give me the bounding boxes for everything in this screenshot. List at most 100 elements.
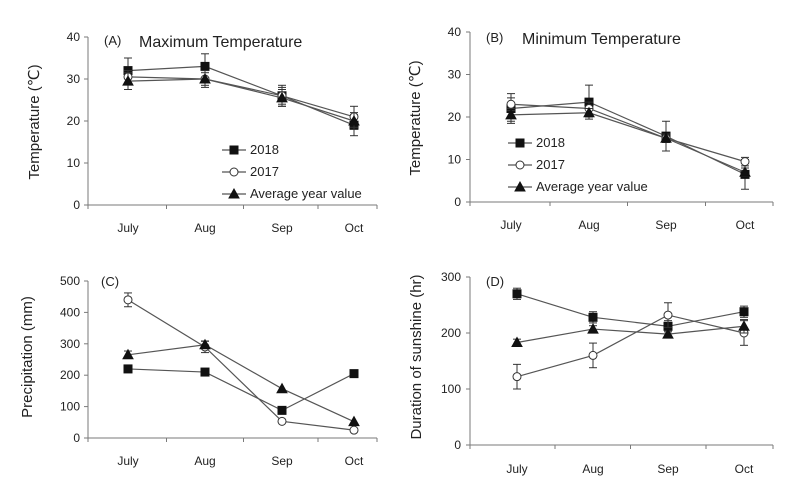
panel-c-series-2-point-1 [199,338,211,350]
panel-a-ylabel: Temperature (℃) [26,64,43,179]
panel-b-series-2-point-0 [505,108,517,120]
panel-a-series-2-point-1 [199,72,211,84]
panel-a-series-2-line [127,78,355,122]
panel-c-xtick-label-2: Sep [271,454,293,468]
panel-b-ytick-label-2: 20 [448,110,462,124]
panel-c-ytick-label-1: 100 [60,400,80,414]
panel-d-series-2-point-0 [511,336,523,348]
panel-a-legend-label-2: Average year value [250,186,362,201]
panel-d-xtick-label-3: Oct [735,462,754,476]
panel-c-series-0-point-3 [349,369,359,379]
panel-b-ytick-label-0: 0 [454,195,461,209]
panel-a-series-2-point-3 [348,114,360,126]
panel-c-series-1-point-2 [277,416,287,426]
panel-b-legend-marker-0 [515,138,525,148]
panel-c-series-0-point-1 [200,367,210,377]
panel-d-ytick-label-0: 0 [454,438,461,452]
panel-d-series-0-point-0 [512,289,522,299]
panel-d-series-1-point-0 [512,372,522,382]
panel-a-xtick-label-1: Aug [194,221,215,235]
panel-c-ytick-label-0: 0 [73,431,80,445]
panel-c-series-2-point-3 [348,415,360,427]
panel-b-ytick-label-1: 10 [448,153,462,167]
panel-a-series-0-point-1 [200,61,210,71]
panel-a-title: Maximum Temperature [139,34,302,51]
panel-d-series-2-point-3 [738,320,750,331]
panel-c-series-0-line [127,368,355,412]
panel-a-ytick-label-4: 40 [67,30,81,44]
panel-b-series [505,84,751,190]
panel-b-series-2-point-3 [739,166,751,177]
panel-b-legend-sym-0 [508,138,532,148]
panel-c-series-2-point-0 [122,348,134,360]
panel-a-ytick-label-0: 0 [73,198,80,212]
panel-b-series-2-line [510,112,746,173]
panel-d-tag: (D) [486,274,504,289]
panel-a-xtick-label-0: July [117,221,138,235]
panel-a-series-1-line [127,76,355,118]
panel-c-ytick-label-4: 400 [60,305,80,319]
panel-d-ytick-label-2: 200 [441,326,461,340]
panel-a-legend: 2018 2017 Average year value [222,142,362,201]
panel-a-legend-label-0: 2018 [250,142,279,157]
panel-c-tag: (C) [101,274,119,289]
panel-d-series-2-line [516,325,745,344]
panel-d-ylabel: Duration of sunshine (hr) [408,274,425,439]
panel-b-xtick-label-1: Aug [578,218,599,232]
panel-d-series-1-line [516,314,745,378]
panel-a-ytick-label-1: 10 [67,156,81,170]
panel-d-series-2-point-1 [587,323,599,334]
panel-d-series-0-point-3 [739,307,749,317]
panel-b-tag: (B) [486,30,503,45]
panel-c-series [122,292,360,435]
panel-d: Duration of sunshine (hr) (D) 0 100 200 300… [408,270,774,476]
panel-c-series-2-line [127,344,355,423]
panel-c-ytick-label-3: 300 [60,337,80,351]
panel-b-ticks: 0 10 20 30 40 July Aug Sep Oct [448,25,774,232]
panel-c-xtick-label-0: July [117,454,138,468]
panel-c-series-2-point-2 [276,382,288,394]
panel-d-series-2-point-2 [662,328,674,339]
panel-a-legend-label-1: 2017 [250,164,279,179]
panel-d-series-1-point-1 [588,350,598,360]
panel-a-tag: (A) [104,33,121,48]
panel-a-legend-marker-1 [229,167,239,177]
panel-b-title: Minimum Temperature [522,31,681,48]
panel-a-ticks: 0 10 20 30 40 July Aug Sep Oct [67,30,378,235]
panel-d-series [511,287,750,390]
panel-a-series-2-point-0 [122,75,134,86]
panel-b-series-1-line [510,103,746,163]
panel-c: Precipitation (mm) (C) 0 100 200 300 400 500 J… [19,274,378,468]
panel-c-series-1-point-3 [349,425,359,435]
panel-c-xtick-label-3: Oct [345,454,364,468]
panel-a-series-2-point-2 [276,91,288,103]
panel-c-series-1-point-0 [123,295,133,305]
panel-a-legend-marker-0 [229,145,239,155]
panel-d-ytick-label-1: 100 [441,382,461,396]
panel-b-series-1-point-3 [740,157,750,167]
panel-a-ytick-label-2: 20 [67,114,81,128]
panel-c-ylabel: Precipitation (mm) [19,296,36,418]
panel-b-series-2-point-1 [583,106,595,118]
panel-a-series [122,53,360,137]
panel-c-series-0-point-0 [123,364,133,374]
panel-b-legend-marker-1 [515,160,525,170]
panel-d-xtick-label-1: Aug [582,462,603,476]
panel-b-legend-label-1: 2017 [536,157,565,172]
panel-b-ytick-label-4: 40 [448,25,462,39]
panel-a-legend-sym-0 [222,145,246,155]
panel-b-legend-sym-2 [508,180,532,192]
panel-d-series-1-point-2 [663,310,673,320]
panel-b-series-1-point-0 [506,99,516,109]
panel-a-ytick-label-3: 30 [67,72,81,86]
panel-b-ylabel: Temperature (℃) [407,60,424,175]
panel-d-series-0-line [516,293,745,327]
panel-c-ticks: 0 100 200 300 400 500 July Aug Sep Oct [60,274,378,468]
panel-c-series-0-point-2 [277,405,287,415]
panel-a-xtick-label-3: Oct [345,221,364,235]
panel-a-legend-sym-1 [222,167,246,177]
panel-d-ticks: 0 100 200 300 July Aug Sep Oct [441,270,774,476]
panel-b-ytick-label-3: 30 [448,68,462,82]
panel-b-legend-marker-2 [514,180,526,192]
panel-a: Temperature (℃) (A) Maximum Temperature … [26,30,378,235]
